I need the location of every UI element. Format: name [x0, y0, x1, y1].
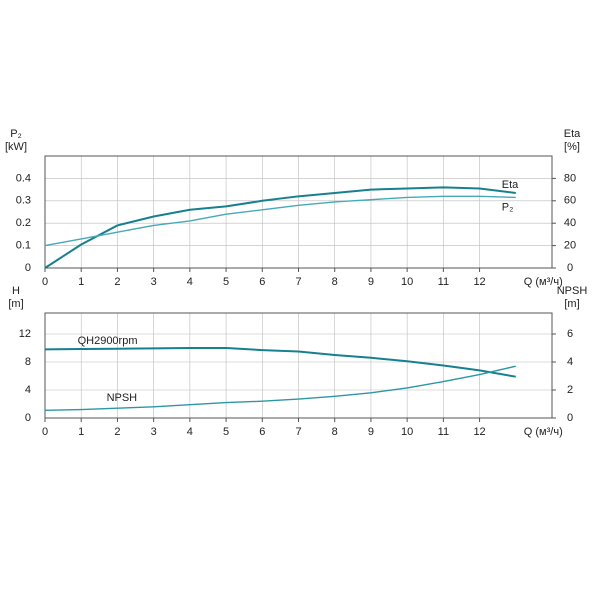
y-axis-unit: [m] — [8, 298, 23, 310]
series-label: P₂ — [502, 201, 514, 213]
curve — [44, 195, 516, 247]
y2-axis-label: Eta — [564, 128, 581, 140]
x-tick-label: 8 — [332, 276, 338, 288]
x-tick-label: 9 — [368, 276, 374, 288]
y2-tick-label: 6 — [567, 328, 573, 340]
y-axis-label: P₂ — [10, 128, 22, 140]
y-axis-label: H — [12, 285, 20, 297]
x-tick-label: 3 — [151, 426, 157, 438]
y2-axis-label: NPSH — [557, 285, 588, 297]
x-axis-label: Q (м³/ч) — [524, 276, 563, 288]
x-tick-label: 6 — [259, 276, 265, 288]
x-axis-label: Q (м³/ч) — [524, 426, 563, 438]
y-tick-label: 0 — [25, 262, 31, 274]
y2-tick-label: 40 — [564, 217, 576, 229]
x-tick-label: 7 — [295, 426, 301, 438]
y-tick-label: 0.4 — [16, 172, 31, 184]
series-label: Eta — [502, 179, 519, 191]
x-tick-label: 2 — [114, 276, 120, 288]
x-tick-label: 4 — [187, 276, 193, 288]
x-tick-label: 11 — [438, 426, 449, 438]
x-tick-label: 10 — [401, 276, 413, 288]
plot-frame — [44, 155, 553, 269]
y2-tick-label: 2 — [567, 384, 573, 396]
x-tick-label: 0 — [42, 426, 48, 438]
y-tick-label: 0.2 — [16, 217, 31, 229]
x-tick-label: 1 — [78, 276, 84, 288]
y2-axis-unit: [%] — [564, 141, 580, 153]
series-label: NPSH — [107, 392, 138, 404]
x-tick-label: 3 — [151, 276, 157, 288]
x-tick-label: 2 — [114, 426, 120, 438]
x-tick-label: 0 — [42, 276, 48, 288]
x-tick-label: 10 — [401, 426, 413, 438]
x-tick-label: 5 — [223, 426, 229, 438]
x-tick-label: 12 — [473, 276, 485, 288]
x-tick-label: 7 — [295, 276, 301, 288]
y-tick-label: 0 — [25, 412, 31, 424]
y2-tick-label: 4 — [567, 356, 573, 368]
y-tick-label: 0.1 — [16, 240, 31, 252]
x-tick-label: 12 — [473, 426, 485, 438]
x-tick-label: 9 — [368, 426, 374, 438]
x-tick-label: 8 — [332, 426, 338, 438]
y2-axis-unit: [m] — [564, 298, 579, 310]
plot-frame — [44, 312, 553, 419]
curve — [44, 186, 516, 269]
y-tick-label: 4 — [25, 384, 31, 396]
x-tick-label: 11 — [438, 276, 449, 288]
curve — [44, 365, 516, 411]
x-tick-label: 5 — [223, 276, 229, 288]
y-tick-label: 0.3 — [16, 195, 31, 207]
curve — [44, 347, 516, 378]
y2-tick-label: 20 — [564, 240, 576, 252]
series-label: QH2900rpm — [78, 335, 138, 347]
x-tick-label: 6 — [259, 426, 265, 438]
y2-tick-label: 80 — [564, 172, 576, 184]
y-tick-label: 12 — [19, 328, 31, 340]
x-tick-label: 1 — [78, 426, 84, 438]
y2-tick-label: 0 — [567, 412, 573, 424]
y2-tick-label: 60 — [564, 195, 576, 207]
y-axis-unit: [kW] — [5, 141, 27, 153]
y2-tick-label: 0 — [567, 262, 573, 274]
y-tick-label: 8 — [25, 356, 31, 368]
x-tick-label: 4 — [187, 426, 193, 438]
